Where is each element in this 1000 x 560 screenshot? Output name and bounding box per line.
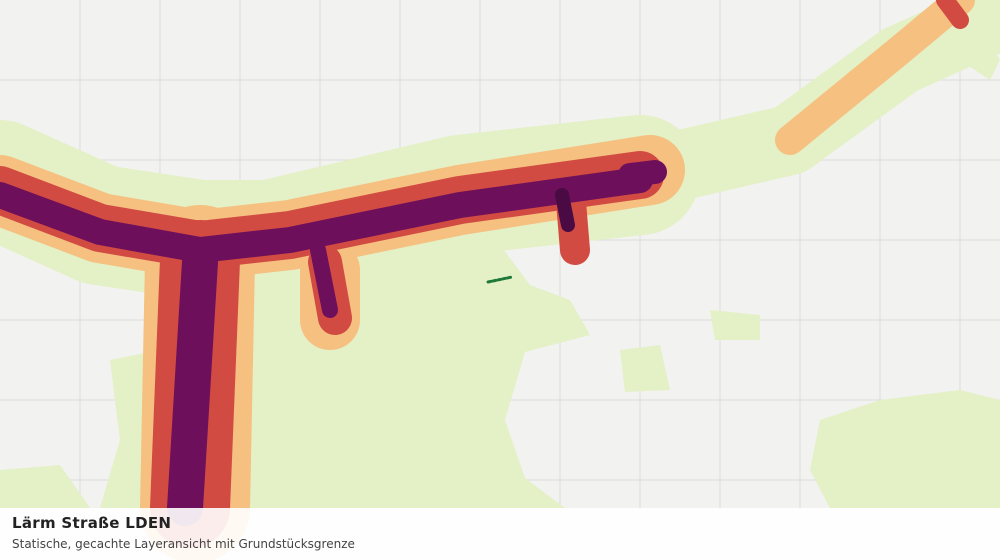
- caption: Lärm Straße LDEN Statische, gecachte Lay…: [0, 508, 1000, 560]
- caption-subtitle: Statische, gecachte Layeransicht mit Gru…: [12, 537, 355, 551]
- caption-title: Lärm Straße LDEN: [12, 514, 172, 532]
